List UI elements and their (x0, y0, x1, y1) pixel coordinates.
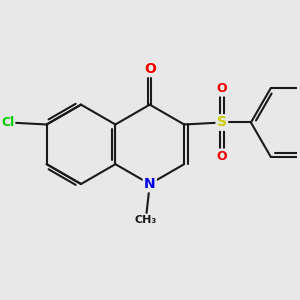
Text: S: S (217, 116, 227, 130)
Text: O: O (144, 62, 156, 76)
Text: Cl: Cl (1, 116, 14, 129)
Text: CH₃: CH₃ (135, 215, 157, 225)
Text: N: N (144, 177, 156, 191)
Text: O: O (217, 82, 227, 95)
Text: O: O (217, 150, 227, 163)
